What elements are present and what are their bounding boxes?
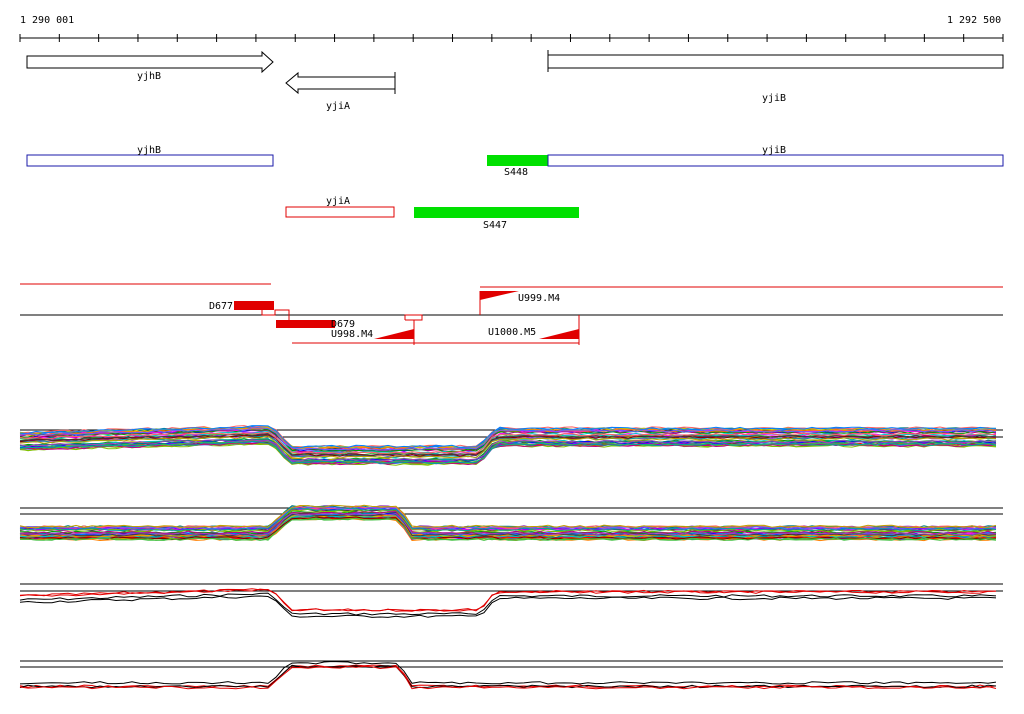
gene-arrow-yjiB[interactable] — [547, 54, 1004, 69]
expression-profile-line — [19, 425, 997, 449]
gene-arrow-yjhB[interactable] — [26, 50, 274, 74]
expression-panel-minus-summary — [19, 660, 1003, 690]
annotation-label-yjiA: yjiA — [326, 196, 350, 207]
expression-profile-line — [19, 513, 997, 538]
expression-profile-line — [19, 588, 997, 612]
expression-panel-plus-multi — [19, 425, 1003, 466]
transcript-label-D679: D679 — [331, 319, 355, 330]
expression-panel-plus-summary — [19, 583, 1003, 618]
annotation-box-yjiB[interactable] — [547, 154, 1004, 167]
expression-profile-line — [19, 435, 997, 459]
plus-annotation-track: yjhB S448 yjiB — [26, 145, 1004, 178]
minus-annotation-track: yjiA S447 — [285, 196, 579, 231]
expression-profile-line — [19, 505, 996, 529]
expression-profile-line — [19, 427, 997, 451]
gene-label-yjiB: yjiB — [762, 93, 786, 104]
expression-panels — [19, 425, 1003, 690]
expression-profile-line — [19, 505, 997, 529]
annotation-box-yjiA[interactable] — [285, 206, 395, 218]
expression-profile-line — [19, 440, 997, 465]
annotation-box-S447[interactable] — [414, 207, 579, 218]
transcript-label-U998: U998.M4 — [331, 329, 373, 340]
transcript-label-D677: D677 — [209, 301, 233, 312]
transcript-block-D679[interactable] — [276, 320, 335, 328]
gene-arrow-yjiA[interactable] — [285, 71, 396, 95]
expression-profile-line — [19, 595, 997, 618]
expression-profile-line — [19, 505, 997, 529]
expression-profile-line — [19, 434, 997, 457]
expression-profile-line — [19, 517, 997, 541]
transcript-block-D677[interactable] — [234, 301, 274, 310]
expression-profile-line — [19, 431, 997, 455]
expression-profile-line — [19, 660, 997, 685]
expression-panel-minus-multi — [19, 504, 1003, 542]
ruler-ticks — [19, 34, 1004, 42]
transcript-label-U999: U999.M4 — [518, 293, 560, 304]
transcript-marker-U1000[interactable] — [539, 329, 579, 339]
ruler-start-label: 1 290 001 — [20, 15, 74, 26]
transcript-marker-U998[interactable] — [374, 329, 414, 339]
expression-profile-line — [19, 443, 997, 466]
gene-label-yjhB: yjhB — [137, 71, 161, 82]
annotation-box-yjhB[interactable] — [26, 154, 274, 167]
annotation-label-yjiB: yjiB — [762, 145, 786, 156]
annotation-label-S447: S447 — [483, 220, 507, 231]
transcript-step-left — [261, 309, 290, 320]
annotation-label-yjhB: yjhB — [137, 145, 161, 156]
expression-profile-line — [19, 592, 997, 616]
coordinate-ruler: 1 290 001 1 292 500 — [19, 15, 1004, 42]
transcript-label-U1000: U1000.M5 — [488, 327, 536, 338]
expression-profile-line — [19, 512, 997, 536]
ruler-end-label: 1 292 500 — [947, 15, 1001, 26]
expression-profile-line — [19, 508, 997, 533]
expression-profile-line — [19, 433, 997, 457]
transcript-marker-U999[interactable] — [480, 291, 519, 300]
expression-profile-line — [19, 504, 997, 529]
expression-profile-line — [19, 665, 997, 690]
expression-profile-line — [19, 513, 997, 537]
annotation-box-S448[interactable] — [487, 155, 548, 166]
expression-profile-line — [19, 507, 997, 532]
transcript-step-mid — [404, 314, 423, 321]
transcript-track: D677 D679 U999.M4 U998.M4 U1000.M5 — [20, 283, 1003, 345]
annotation-label-S448: S448 — [504, 167, 528, 178]
expression-profile-line — [19, 664, 997, 689]
gene-track: yjhB yjiA yjiB — [26, 50, 1004, 112]
gene-label-yjiA: yjiA — [326, 101, 350, 112]
expression-profile-line — [19, 439, 997, 462]
